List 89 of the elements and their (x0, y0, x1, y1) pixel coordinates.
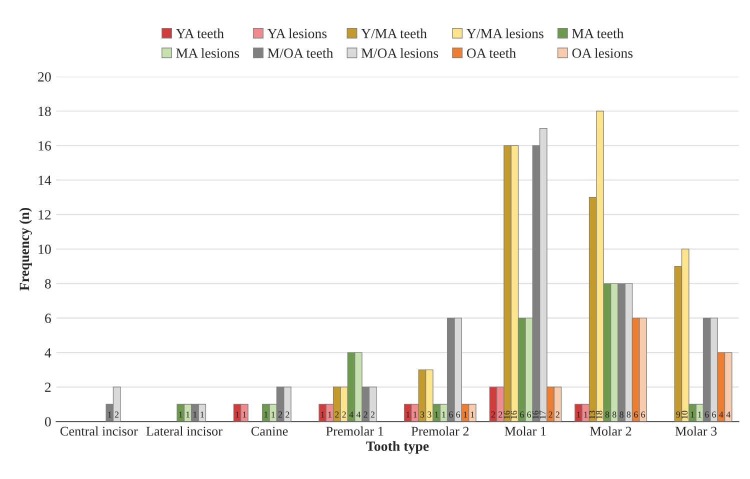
x-tick-label: Premolar 2 (411, 426, 469, 436)
x-tick-label: Premolar 1 (326, 426, 384, 436)
data-label: 3 (428, 412, 432, 418)
data-label: 1 (108, 412, 112, 418)
x-tick-label: Lateral incisor (146, 426, 222, 436)
data-label: 2 (491, 412, 495, 418)
data-label: 1 (577, 412, 580, 418)
data-label: 18 (596, 410, 602, 419)
x-tick-label: Molar 1 (504, 426, 546, 436)
x-tick-label: Molar 3 (675, 426, 717, 436)
data-label: 6 (634, 412, 638, 418)
data-label: 1 (236, 412, 239, 418)
data-label: 8 (612, 412, 616, 418)
x-axis-title: Tooth type (366, 441, 429, 454)
data-label: 1 (470, 412, 474, 418)
data-label: 1 (328, 412, 332, 418)
data-label: 2 (286, 412, 290, 418)
data-label: 1 (186, 412, 190, 418)
data-label: 1 (200, 412, 204, 418)
data-label: 2 (370, 412, 375, 418)
legend-label: YA teeth (176, 28, 224, 38)
data-label: 2 (335, 412, 339, 418)
data-label: 1 (264, 412, 268, 418)
data-label: 2 (342, 412, 346, 418)
y-tick-label: 12 (38, 210, 51, 220)
legend-label: Y/MA lesions (466, 28, 544, 38)
y-axis-title: Frequency (n) (19, 208, 32, 291)
y-tick-label: 10 (38, 244, 51, 254)
y-tick-label: 18 (38, 106, 51, 116)
data-label: 1 (442, 412, 446, 418)
data-label: 16 (532, 410, 538, 419)
data-label: 2 (114, 412, 119, 418)
data-label: 6 (527, 412, 532, 418)
data-label: 6 (712, 412, 716, 418)
data-label: 8 (620, 412, 624, 418)
data-label: 1 (406, 412, 410, 418)
data-label: 8 (626, 412, 631, 418)
data-label: 6 (704, 412, 709, 418)
data-label: 1 (321, 412, 324, 418)
data-label: 3 (420, 412, 424, 418)
data-label: 1 (194, 412, 197, 418)
data-label: 2 (498, 412, 502, 418)
data-label: 9 (676, 412, 680, 418)
data-label: 1 (584, 412, 588, 418)
data-label: 13 (589, 410, 596, 419)
legend-label: M/OA teeth (268, 48, 334, 58)
legend-label: M/OA lesions (361, 48, 438, 58)
data-label: 10 (682, 410, 688, 419)
y-tick-label: 0 (44, 417, 51, 426)
data-label: 4 (349, 412, 354, 418)
data-label: 4 (356, 412, 361, 418)
data-label: 16 (510, 410, 517, 419)
x-tick-label: Canine (251, 426, 288, 436)
data-label: 4 (726, 412, 730, 418)
data-label: 2 (278, 412, 282, 418)
data-label: 1 (272, 412, 275, 418)
data-label: 6 (456, 412, 460, 418)
data-label: 1 (691, 412, 694, 418)
data-label: 6 (520, 412, 524, 418)
data-label: 2 (364, 412, 368, 418)
data-label: 16 (504, 410, 510, 419)
y-tick-label: 20 (38, 72, 51, 82)
legend-label: OA teeth (466, 48, 516, 58)
data-label: 1 (435, 412, 438, 418)
data-label: 1 (414, 412, 417, 418)
legend-label: YA lesions (267, 28, 327, 38)
data-label: 17 (540, 410, 546, 419)
legend-label: OA lesions (572, 48, 633, 58)
data-label: 8 (605, 412, 610, 418)
y-tick-label: 14 (38, 176, 52, 185)
y-tick-label: 16 (38, 141, 51, 151)
data-label: 1 (179, 412, 182, 418)
y-tick-label: 8 (44, 279, 51, 289)
y-tick-label: 4 (44, 348, 52, 358)
x-tick-label: Molar 2 (590, 426, 632, 436)
data-label: 6 (449, 412, 453, 418)
data-label: 1 (242, 412, 246, 418)
legend-label: MA lesions (176, 48, 239, 58)
y-tick-label: 2 (45, 382, 51, 392)
data-label: 2 (548, 412, 552, 418)
x-tick-label: Central incisor (60, 426, 138, 436)
data-label: 6 (641, 412, 646, 418)
data-label: 4 (719, 412, 724, 418)
data-label: 2 (556, 412, 560, 418)
data-label: 1 (698, 412, 702, 418)
legend-label: Y/MA teeth (361, 28, 427, 38)
data-label: 1 (464, 412, 467, 418)
legend-label: MA teeth (572, 28, 624, 38)
y-tick-label: 6 (45, 314, 51, 324)
